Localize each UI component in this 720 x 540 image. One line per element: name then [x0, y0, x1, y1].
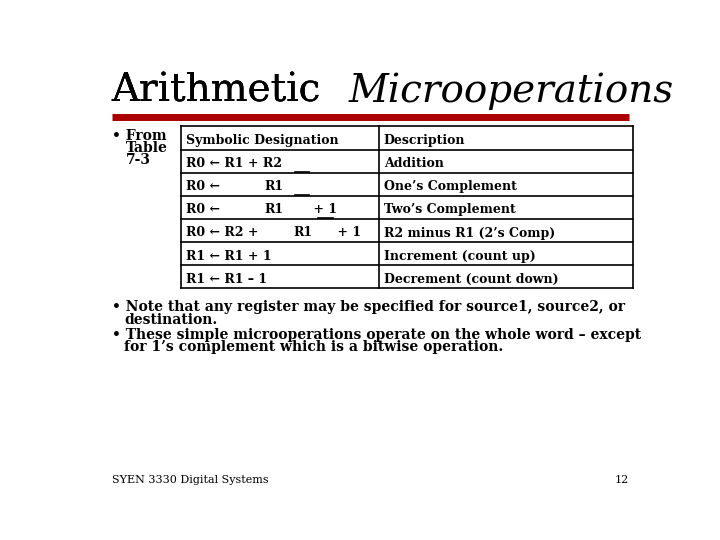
Text: One’s Complement: One’s Complement	[384, 180, 517, 193]
Text: Addition: Addition	[384, 157, 444, 170]
Text: R1 ← R1 + 1: R1 ← R1 + 1	[186, 249, 271, 262]
Text: 7-3: 7-3	[126, 153, 150, 167]
Bar	[181, 126, 632, 288]
Text: Microoperations: Microoperations	[348, 72, 674, 110]
Text: R0 ← R1 + R2: R0 ← R1 + R2	[186, 157, 282, 170]
Text: R0 ←: R0 ←	[186, 180, 225, 193]
Text: • These simple microoperations operate on the whole word – except: • These simple microoperations operate o…	[112, 328, 641, 342]
Text: R1: R1	[294, 226, 313, 240]
Text: Decrement (count down): Decrement (count down)	[384, 273, 558, 286]
Text: R2 minus R1 (2’s Comp): R2 minus R1 (2’s Comp)	[384, 226, 555, 240]
Text: Description: Description	[384, 134, 465, 147]
Text: R1 ← R1 – 1: R1 ← R1 – 1	[186, 273, 267, 286]
Text: Arithmetic: Arithmetic	[112, 72, 333, 110]
Text: R1: R1	[264, 180, 283, 193]
Text: R0 ← R2 +: R0 ← R2 +	[186, 226, 263, 240]
Text: Arithmetic: Arithmetic	[112, 72, 333, 110]
Text: + 1: + 1	[333, 226, 361, 240]
Text: R0 ←: R0 ←	[186, 204, 225, 217]
Text: Two’s Complement: Two’s Complement	[384, 204, 516, 217]
Text: • From: • From	[112, 129, 166, 143]
Text: • Note that any register may be specified for source1, source2, or: • Note that any register may be specifie…	[112, 300, 625, 314]
Text: 12: 12	[614, 475, 629, 485]
Text: Symbolic Designation: Symbolic Designation	[186, 134, 338, 147]
Text: destination.: destination.	[124, 313, 217, 327]
Text: Arithmetic: Arithmetic	[112, 72, 333, 110]
Text: Table: Table	[126, 141, 168, 155]
Text: SYEN 3330 Digital Systems: SYEN 3330 Digital Systems	[112, 475, 269, 485]
Text: R1: R1	[264, 204, 283, 217]
Text: Increment (count up): Increment (count up)	[384, 249, 536, 262]
Text: for 1’s complement which is a bitwise operation.: for 1’s complement which is a bitwise op…	[124, 340, 503, 354]
Text: + 1: + 1	[310, 204, 338, 217]
